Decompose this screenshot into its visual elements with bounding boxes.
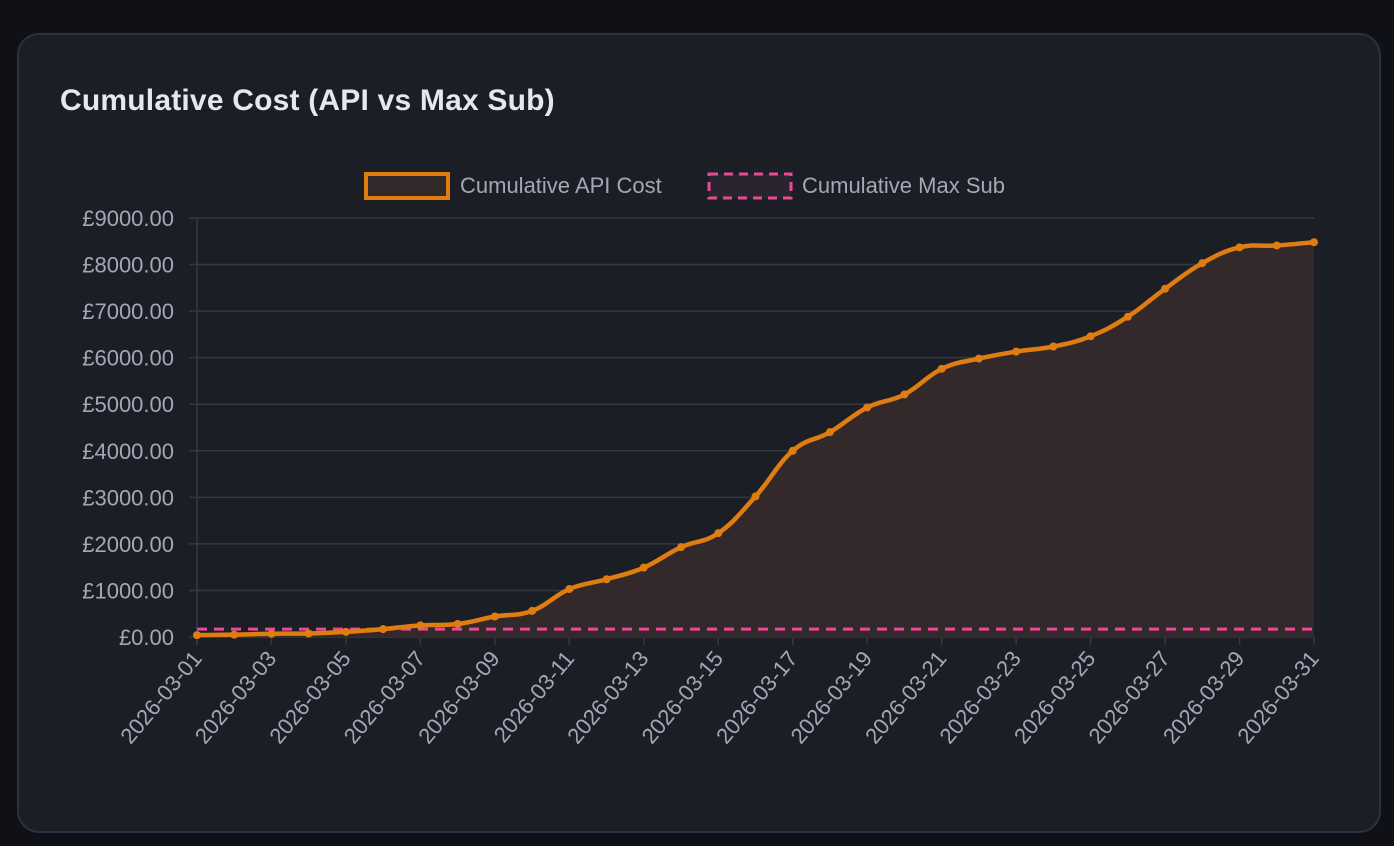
y-tick-label: £2000.00	[82, 532, 174, 557]
data-point-cumulative-api-cost[interactable]	[788, 446, 797, 455]
data-point-cumulative-api-cost[interactable]	[528, 606, 537, 615]
data-point-cumulative-api-cost[interactable]	[1086, 332, 1095, 341]
legend-label-max-sub: Cumulative Max Sub	[802, 173, 1005, 198]
chart-title: Cumulative Cost (API vs Max Sub)	[60, 84, 555, 117]
data-point-cumulative-api-cost[interactable]	[230, 630, 239, 639]
legend-swatch-max-sub	[707, 172, 793, 200]
data-point-cumulative-api-cost[interactable]	[751, 492, 760, 501]
data-point-cumulative-api-cost[interactable]	[1049, 342, 1058, 351]
data-point-cumulative-api-cost[interactable]	[825, 428, 834, 437]
legend-item-cumulative-api-cost[interactable]: Cumulative API Cost	[364, 172, 662, 200]
data-point-cumulative-api-cost[interactable]	[304, 629, 313, 638]
data-point-cumulative-api-cost[interactable]	[267, 629, 276, 638]
data-point-cumulative-api-cost[interactable]	[602, 575, 611, 584]
data-point-cumulative-api-cost[interactable]	[1272, 241, 1281, 250]
y-tick-label: £5000.00	[82, 392, 174, 417]
data-point-cumulative-api-cost[interactable]	[193, 631, 201, 640]
data-point-cumulative-api-cost[interactable]	[900, 390, 909, 399]
data-point-cumulative-api-cost[interactable]	[1161, 284, 1170, 293]
data-point-cumulative-api-cost[interactable]	[379, 625, 388, 634]
data-point-cumulative-api-cost[interactable]	[714, 529, 723, 538]
data-point-cumulative-api-cost[interactable]	[863, 403, 872, 412]
y-tick-label: £6000.00	[82, 346, 174, 371]
legend-label-api: Cumulative API Cost	[460, 173, 662, 198]
legend-item-cumulative-max-sub[interactable]: Cumulative Max Sub	[707, 172, 1005, 200]
data-point-cumulative-api-cost[interactable]	[639, 563, 648, 572]
data-point-cumulative-api-cost[interactable]	[937, 364, 946, 373]
data-point-cumulative-api-cost[interactable]	[1198, 259, 1207, 268]
data-point-cumulative-api-cost[interactable]	[416, 621, 425, 630]
data-point-cumulative-api-cost[interactable]	[1123, 312, 1132, 321]
legend[interactable]: Cumulative API Cost Cumulative Max Sub	[364, 172, 1005, 200]
data-point-cumulative-api-cost[interactable]	[341, 627, 350, 636]
data-point-cumulative-api-cost[interactable]	[677, 543, 686, 552]
data-point-cumulative-api-cost[interactable]	[1310, 238, 1318, 247]
y-axis: £0.00 £1000.00 £2000.00 £3000.00 £4000.00 £50…	[82, 206, 174, 650]
data-point-cumulative-api-cost[interactable]	[453, 619, 462, 628]
y-tick-label: £8000.00	[82, 253, 174, 278]
legend-swatch-api	[364, 172, 450, 200]
y-tick-label: £7000.00	[82, 299, 174, 324]
data-point-cumulative-api-cost[interactable]	[565, 585, 574, 594]
y-tick-label: £4000.00	[82, 439, 174, 464]
data-point-cumulative-api-cost[interactable]	[974, 354, 983, 363]
y-tick-label: £0.00	[119, 625, 174, 650]
series-area-cumulative-api-cost	[197, 242, 1314, 637]
y-tick-label: £3000.00	[82, 485, 174, 510]
data-point-cumulative-api-cost[interactable]	[1012, 347, 1021, 356]
y-tick-label: £1000.00	[82, 578, 174, 603]
plot-area	[193, 238, 1318, 640]
data-point-cumulative-api-cost[interactable]	[1235, 243, 1244, 252]
data-point-cumulative-api-cost[interactable]	[490, 612, 499, 621]
x-axis: 2026-03-012026-03-032026-03-052026-03-07…	[115, 646, 1323, 748]
y-tick-label: £9000.00	[82, 206, 174, 231]
